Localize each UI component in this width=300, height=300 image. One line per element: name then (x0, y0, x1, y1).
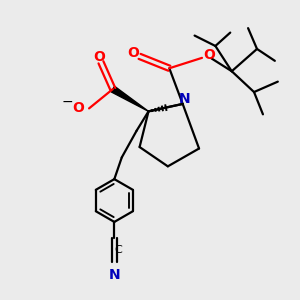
Text: O: O (203, 48, 215, 62)
Text: −: − (62, 95, 74, 109)
Text: N: N (109, 268, 120, 282)
Text: O: O (127, 46, 139, 60)
Text: N: N (178, 92, 190, 106)
Text: O: O (94, 50, 105, 64)
Polygon shape (111, 86, 148, 111)
Text: C: C (114, 245, 122, 255)
Text: O: O (73, 101, 85, 116)
